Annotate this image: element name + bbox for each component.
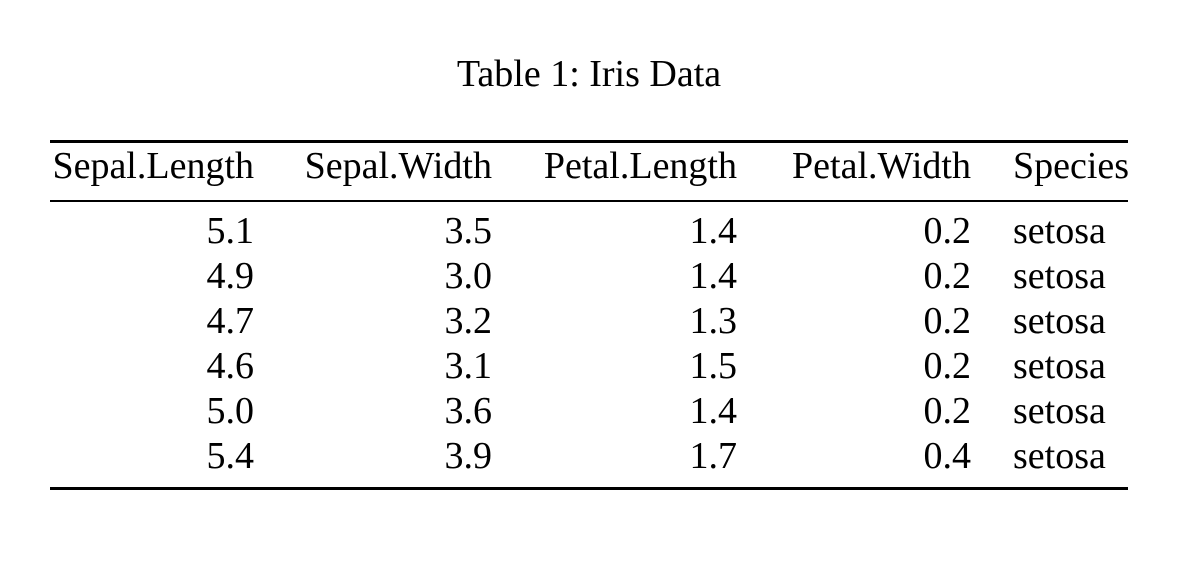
- table-row: 5.0 3.6 1.4 0.2 setosa: [50, 389, 1128, 434]
- cell-petal-length: 1.4: [689, 390, 738, 432]
- cell-petal-width: 0.2: [923, 345, 972, 387]
- cell-sepal-width: 3.2: [444, 300, 493, 342]
- cell-sepal-length: 4.7: [206, 300, 255, 342]
- column-header-sepal-width: Sepal.Width: [275, 141, 513, 202]
- table-row: 4.7 3.2 1.3 0.2 setosa: [50, 299, 1128, 344]
- cell-petal-length: 1.4: [689, 210, 738, 252]
- cell-sepal-width: 3.0: [444, 255, 493, 297]
- table-row: 4.6 3.1 1.5 0.2 setosa: [50, 344, 1128, 389]
- column-header-petal-width: Petal.Width: [758, 141, 992, 202]
- cell-sepal-width: 3.5: [444, 210, 493, 252]
- table-row: 4.9 3.0 1.4 0.2 setosa: [50, 254, 1128, 299]
- cell-petal-length: 1.4: [689, 255, 738, 297]
- cell-sepal-length: 4.6: [206, 345, 255, 387]
- cell-sepal-length: 5.1: [206, 210, 255, 252]
- cell-petal-width: 0.4: [923, 435, 972, 477]
- cell-sepal-width: 3.1: [444, 345, 493, 387]
- cell-species: setosa: [1013, 300, 1106, 342]
- table-row: 5.4 3.9 1.7 0.4 setosa: [50, 434, 1128, 489]
- header-row: Sepal.Length Sepal.Width Petal.Length Pe…: [50, 141, 1128, 202]
- cell-sepal-width: 3.6: [444, 390, 493, 432]
- table-body: 5.1 3.5 1.4 0.2 setosa 4.9 3.0 1.4 0.2 s…: [50, 201, 1128, 489]
- cell-species: setosa: [1013, 345, 1106, 387]
- cell-species: setosa: [1013, 255, 1106, 297]
- cell-sepal-width: 3.9: [444, 435, 493, 477]
- cell-sepal-length: 5.0: [206, 390, 255, 432]
- column-header-species: Species: [992, 141, 1128, 202]
- table-row: 5.1 3.5 1.4 0.2 setosa: [50, 201, 1128, 254]
- column-header-sepal-length: Sepal.Length: [50, 141, 275, 202]
- cell-species: setosa: [1013, 435, 1106, 477]
- cell-petal-length: 1.7: [689, 435, 738, 477]
- cell-species: setosa: [1013, 210, 1106, 252]
- cell-petal-width: 0.2: [923, 255, 972, 297]
- cell-petal-length: 1.3: [689, 300, 738, 342]
- cell-petal-width: 0.2: [923, 300, 972, 342]
- cell-petal-width: 0.2: [923, 390, 972, 432]
- cell-sepal-length: 4.9: [206, 255, 255, 297]
- cell-petal-width: 0.2: [923, 210, 972, 252]
- table-caption: Table 1: Iris Data: [456, 53, 722, 95]
- cell-species: setosa: [1013, 390, 1106, 432]
- cell-petal-length: 1.5: [689, 345, 738, 387]
- cell-sepal-length: 5.4: [206, 435, 255, 477]
- iris-data-table: Sepal.Length Sepal.Width Petal.Length Pe…: [50, 140, 1128, 490]
- column-header-petal-length: Petal.Length: [513, 141, 758, 202]
- table-header: Sepal.Length Sepal.Width Petal.Length Pe…: [50, 141, 1128, 202]
